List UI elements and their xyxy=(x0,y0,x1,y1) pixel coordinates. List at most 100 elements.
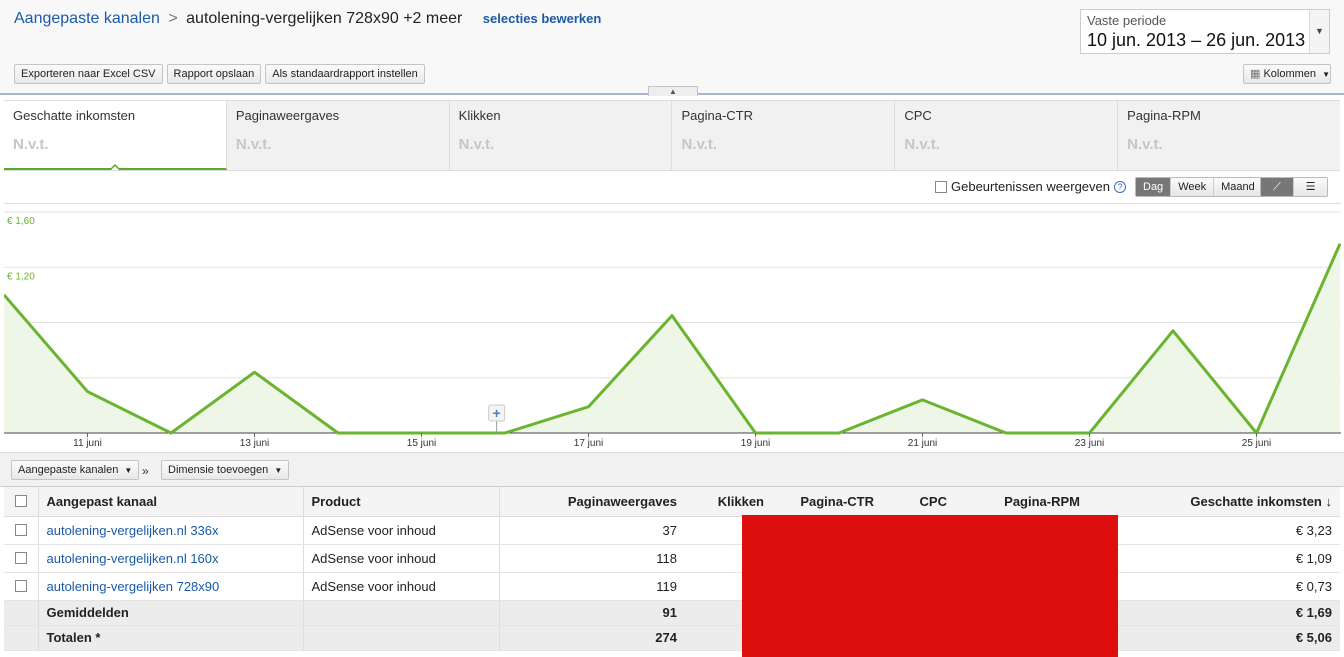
x-tick-label: 21 juni xyxy=(908,438,937,449)
breadcrumb-separator: > xyxy=(168,10,178,27)
line-chart-icon[interactable]: ⟋ xyxy=(1261,178,1294,196)
chart-type-selector: ⟋ ☰ xyxy=(1260,177,1328,197)
table-toolbar: Aangepaste kanalen ▼ » Dimensie toevoege… xyxy=(0,452,1344,487)
tab-clicks[interactable]: Klikken N.v.t. xyxy=(450,101,673,170)
export-csv-button[interactable]: Exporteren naar Excel CSV xyxy=(14,64,163,84)
chevron-down-icon: ▼ xyxy=(274,466,283,475)
col-header-page-rpm[interactable]: Pagina-RPM xyxy=(955,487,1088,517)
totals-earnings: € 5,06 xyxy=(1088,625,1340,651)
x-tick-label: 25 juni xyxy=(1242,438,1271,449)
x-tick-label: 17 juni xyxy=(574,438,603,449)
date-range-value: 10 jun. 2013 – 26 jun. 2013 xyxy=(1087,30,1306,50)
table-header-row: Aangepast kanaal Product Paginaweergaves… xyxy=(4,487,1340,517)
series-area xyxy=(4,243,1340,433)
col-header-product[interactable]: Product xyxy=(303,487,500,517)
select-all-cell xyxy=(4,487,39,517)
breadcrumb: Aangepaste kanalen > autolening-vergelij… xyxy=(14,10,601,28)
x-tick-label: 19 juni xyxy=(741,438,770,449)
y-tick-label: € 1,60 xyxy=(7,216,35,227)
row-checkbox[interactable] xyxy=(14,524,27,536)
events-checkbox[interactable] xyxy=(935,180,947,193)
row-checkbox[interactable] xyxy=(14,552,27,564)
averages-label: Gemiddelden xyxy=(38,600,304,626)
spacer-cell xyxy=(4,625,39,651)
help-icon[interactable]: ? xyxy=(1114,180,1126,193)
tab-page-ctr[interactable]: Pagina-CTR N.v.t. xyxy=(672,101,896,170)
totals-label: Totalen * xyxy=(38,625,304,651)
tab-label: Klikken xyxy=(458,108,501,123)
chevron-down-icon[interactable]: ▼ xyxy=(1309,10,1329,53)
report-header: Aangepaste kanalen > autolening-vergelij… xyxy=(0,0,1344,96)
spacer-cell xyxy=(303,625,500,651)
row-checkbox[interactable] xyxy=(14,580,27,592)
tab-value: N.v.t. xyxy=(13,136,49,153)
dimension-dropdown[interactable]: Aangepaste kanalen ▼ xyxy=(11,460,140,480)
spacer-cell xyxy=(4,600,39,626)
product-cell: AdSense voor inhoud xyxy=(303,572,500,601)
dimension-dropdown-label: Aangepaste kanalen xyxy=(18,464,119,476)
averages-page-views: 91 xyxy=(499,600,685,626)
x-tick-label: 13 juni xyxy=(240,438,269,449)
add-annotation-icon[interactable] xyxy=(488,404,506,422)
tab-estimated-earnings[interactable]: Geschatte inkomsten N.v.t. xyxy=(4,101,227,170)
redaction-block xyxy=(742,515,1118,657)
product-cell: AdSense voor inhoud xyxy=(303,516,500,545)
tab-cpc[interactable]: CPC N.v.t. xyxy=(895,101,1119,170)
x-tick-label: 23 juni xyxy=(1075,438,1104,449)
row-select-cell xyxy=(4,544,39,573)
col-header-page-views[interactable]: Paginaweergaves xyxy=(499,487,685,517)
add-dimension-label: Dimensie toevoegen xyxy=(168,464,269,476)
x-tick-label: 15 juni xyxy=(407,438,436,449)
col-header-clicks[interactable]: Klikken xyxy=(685,487,772,517)
granularity-week-button[interactable]: Week xyxy=(1171,178,1215,196)
tab-label: Pagina-CTR xyxy=(681,108,754,123)
product-cell: AdSense voor inhoud xyxy=(303,544,500,573)
date-range-label: Vaste periode xyxy=(1087,13,1167,28)
totals-page-views: 274 xyxy=(499,625,685,651)
set-default-report-button[interactable]: Als standaardrapport instellen xyxy=(265,64,425,84)
tab-label: Pagina-RPM xyxy=(1127,108,1201,123)
row-select-cell xyxy=(4,516,39,545)
table-icon: ▦ xyxy=(1250,68,1261,80)
tab-page-views[interactable]: Paginaweergaves N.v.t. xyxy=(227,101,450,170)
collapse-header-button[interactable]: ▲ xyxy=(648,86,698,96)
bar-chart-icon[interactable]: ☰ xyxy=(1294,178,1327,196)
tab-page-rpm[interactable]: Pagina-RPM N.v.t. xyxy=(1118,101,1340,170)
y-tick-label: € 1,20 xyxy=(7,271,35,282)
granularity-day-button[interactable]: Dag xyxy=(1136,178,1172,196)
granularity-month-button[interactable]: Maand xyxy=(1214,178,1262,196)
select-all-checkbox[interactable] xyxy=(14,495,27,508)
tab-value: N.v.t. xyxy=(1127,136,1163,153)
channel-link[interactable]: autolening-vergelijken.nl 336x xyxy=(38,516,304,545)
col-header-channel[interactable]: Aangepast kanaal xyxy=(38,487,304,517)
col-header-page-ctr[interactable]: Pagina-CTR xyxy=(772,487,882,517)
averages-row: Gemiddelden 91 € 1,69 xyxy=(4,600,1340,626)
breadcrumb-root-link[interactable]: Aangepaste kanalen xyxy=(14,10,160,27)
tab-value: N.v.t. xyxy=(458,136,495,153)
channel-link[interactable]: autolening-vergelijken 728x90 xyxy=(38,572,304,601)
tab-value: N.v.t. xyxy=(235,136,272,153)
earnings-cell: € 3,23 xyxy=(1088,516,1340,545)
edit-selections-link[interactable]: selecties bewerken xyxy=(482,11,602,26)
page-views-cell: 118 xyxy=(499,544,685,573)
averages-earnings: € 1,69 xyxy=(1088,600,1340,626)
col-header-cpc[interactable]: CPC xyxy=(882,487,955,517)
show-events-toggle[interactable]: Gebeurtenissen weergeven ? xyxy=(935,179,1126,194)
save-report-button[interactable]: Rapport opslaan xyxy=(166,64,262,84)
granularity-selector: Dag Week Maand xyxy=(1135,177,1263,197)
date-range-picker[interactable]: Vaste periode 10 jun. 2013 – 26 jun. 201… xyxy=(1080,9,1330,54)
add-dimension-dropdown[interactable]: Dimensie toevoegen ▼ xyxy=(161,460,290,480)
table-row: autolening-vergelijken.nl 160x AdSense v… xyxy=(4,544,1340,573)
earnings-cell: € 1,09 xyxy=(1088,544,1340,573)
col-header-estimated-earnings[interactable]: Geschatte inkomsten ↓ xyxy=(1088,487,1340,517)
chevron-down-icon: ▼ xyxy=(1322,70,1331,79)
earnings-cell: € 0,73 xyxy=(1088,572,1340,601)
page-views-cell: 119 xyxy=(499,572,685,601)
channel-link[interactable]: autolening-vergelijken.nl 160x xyxy=(38,544,304,573)
events-label: Gebeurtenissen weergeven xyxy=(951,179,1110,194)
metric-tabs: Geschatte inkomsten N.v.t. Paginaweergav… xyxy=(4,100,1340,171)
columns-button[interactable]: ▦ Kolommen ▼ xyxy=(1243,64,1331,84)
x-tick-label: 11 juni xyxy=(73,438,102,449)
